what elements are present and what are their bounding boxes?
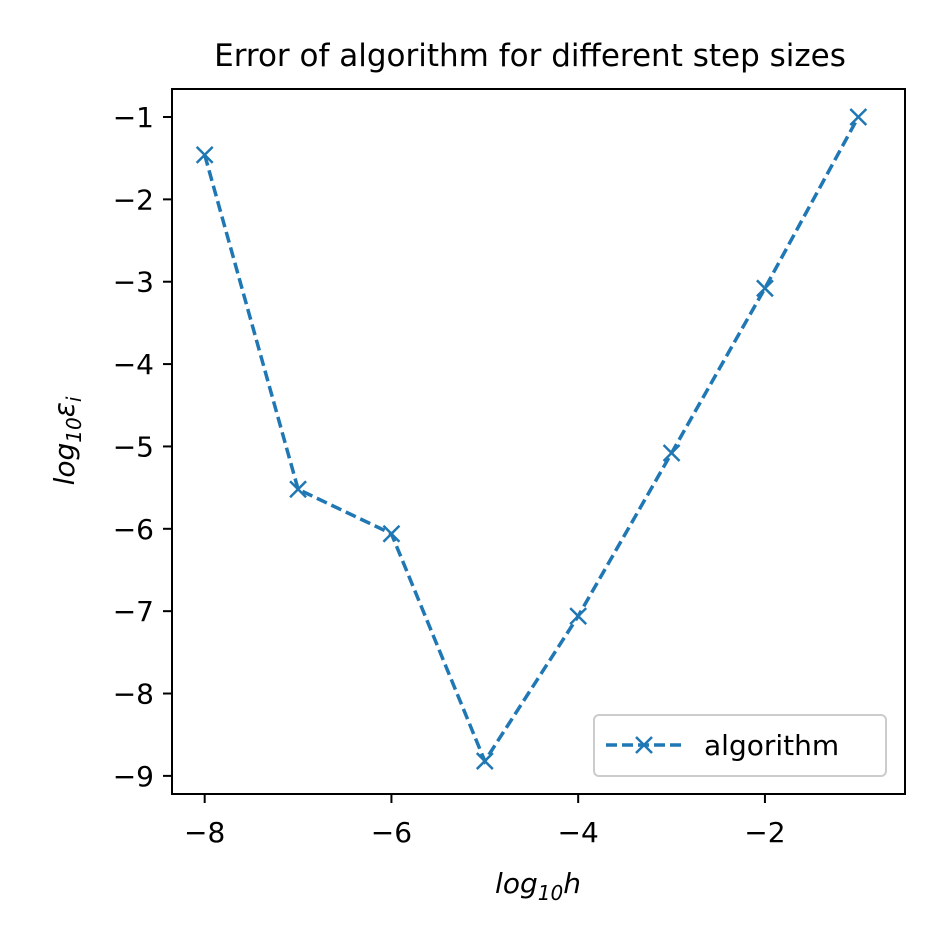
chart-title: Error of algorithm for different step si… [214, 38, 846, 74]
y-tick-label: −4 [113, 348, 154, 381]
legend-box [593, 714, 887, 777]
series-line [203, 116, 860, 765]
data-point-marker [382, 524, 401, 543]
data-point-marker [289, 480, 307, 499]
y-tick-label: −2 [113, 183, 154, 216]
y-tick-label: −1 [113, 101, 154, 134]
data-point-marker [475, 752, 494, 770]
x-axis-label: log10h [495, 867, 581, 905]
data-point-marker [569, 607, 588, 625]
y-axis-ticks: −1 −2 −3 −4 −5 −6 −7 −8 −9 [113, 101, 172, 793]
y-tick-label: −6 [113, 513, 154, 546]
x-tick-label: −2 [744, 816, 785, 849]
y-axis-label-tail-subscript: i [62, 396, 86, 402]
x-axis-label-base: log [495, 867, 538, 900]
series-layer [195, 108, 868, 770]
legend: algorithm [593, 714, 887, 777]
x-axis-label-subscript: 10 [538, 881, 563, 905]
x-axis-ticks: −8 −6 −4 −2 [184, 794, 786, 849]
x-tick-label: −4 [558, 816, 599, 849]
y-tick-label: −7 [113, 595, 154, 628]
x-tick-label: −6 [371, 816, 412, 849]
data-point-marker [662, 444, 681, 462]
data-point-marker [195, 146, 214, 164]
y-axis-label-tail: ε [48, 402, 81, 417]
y-tick-label: −5 [113, 430, 154, 463]
plot-area-frame [171, 88, 906, 795]
data-point-marker [756, 279, 774, 298]
y-axis-label-subscript: 10 [62, 417, 86, 442]
data-point-marker [849, 108, 868, 126]
x-tick-label: −8 [184, 816, 225, 849]
y-tick-label: −3 [113, 266, 154, 299]
x-axis-label-tail: h [563, 867, 581, 900]
y-axis-label-base: log [48, 443, 81, 486]
legend-x-marker [635, 736, 653, 754]
y-axis-label: log10εi [48, 396, 86, 485]
y-tick-label: −9 [113, 760, 154, 793]
legend-label-algorithm: algorithm [704, 729, 839, 762]
y-tick-label: −8 [113, 678, 154, 711]
